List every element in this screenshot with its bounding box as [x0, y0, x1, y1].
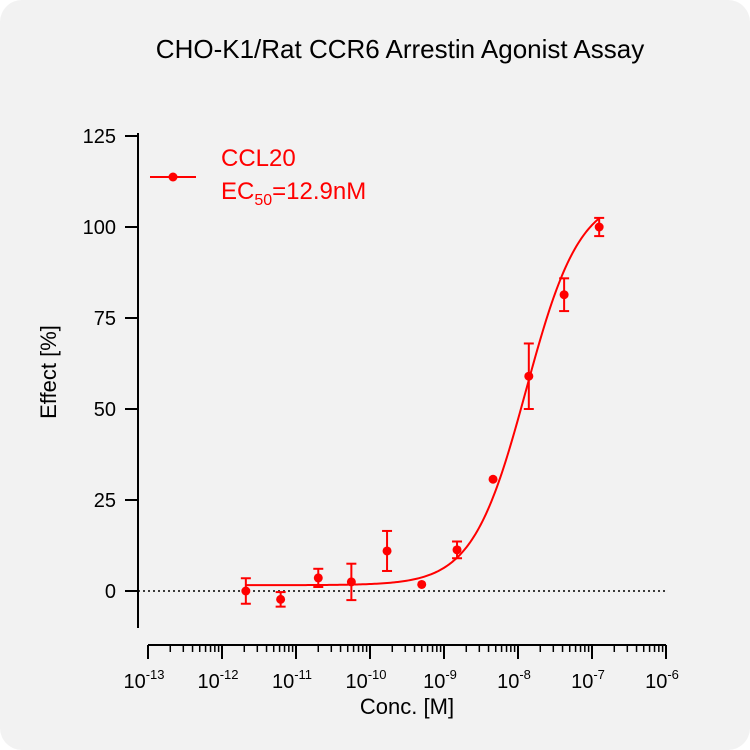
data-point: [346, 577, 356, 587]
data-point: [417, 579, 427, 589]
x-tick-label: 10-13: [123, 667, 164, 693]
data-point: [452, 545, 462, 555]
chart-title: CHO-K1/Rat CCR6 Arrestin Agonist Assay: [156, 34, 644, 64]
x-tick-label: 10-11: [272, 667, 312, 693]
data-point: [382, 546, 392, 556]
y-ticks: 0 25 50 75 100 125: [83, 126, 138, 603]
y-tick-label: 50: [94, 399, 116, 421]
x-tick-label: 10-6: [645, 667, 679, 693]
data-point: [276, 594, 286, 604]
legend-series-label: CCL20: [221, 145, 296, 172]
x-tick-label: 10-10: [345, 667, 386, 693]
y-tick-label: 0: [105, 581, 116, 603]
data-point: [241, 586, 251, 596]
x-ticks: 10-13 10-12 10-11 10-10 10-9 10-8 10-7 10-6: [123, 645, 679, 693]
legend-ec-subscript: 50: [254, 192, 272, 209]
data-point: [488, 474, 498, 484]
y-tick-label: 75: [94, 308, 116, 330]
legend-ec-value: =12.9nM: [272, 178, 366, 205]
legend: CCL20 EC50=12.9nM: [150, 145, 366, 209]
x-axis-label: Conc. [M]: [360, 694, 454, 719]
legend-marker: [168, 172, 178, 182]
y-axis-label: Effect [%]: [36, 325, 61, 419]
x-tick-label: 10-7: [571, 667, 605, 693]
data-point: [594, 222, 604, 232]
data-point: [313, 573, 323, 583]
x-tick-label: 10-8: [497, 667, 531, 693]
x-tick-label: 10-12: [197, 667, 238, 693]
data-point: [559, 290, 569, 300]
y-tick-label: 125: [83, 126, 116, 148]
y-tick-label: 25: [94, 490, 116, 512]
x-tick-label: 10-9: [423, 667, 457, 693]
legend-ec50: EC50=12.9nM: [221, 178, 366, 209]
legend-ec-prefix: EC: [221, 178, 254, 205]
data-points: [240, 216, 605, 608]
fit-curve: [245, 217, 600, 587]
y-tick-label: 100: [83, 217, 116, 239]
data-point: [524, 371, 534, 381]
